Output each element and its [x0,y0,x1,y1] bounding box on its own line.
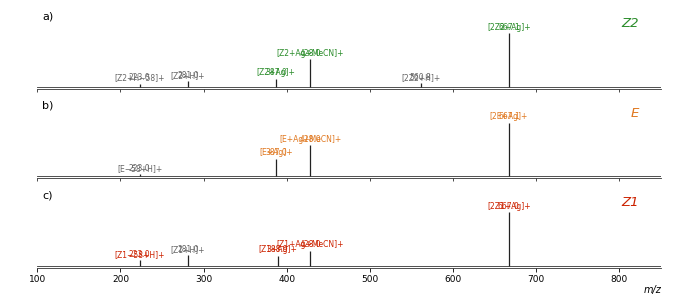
Text: [Z1−58+H]+: [Z1−58+H]+ [115,250,165,259]
Text: 667.1: 667.1 [498,12,520,32]
Text: 428.0: 428.0 [299,38,321,57]
Text: 223.0: 223.0 [129,240,151,259]
Text: [Z1+Ag]+: [Z1+Ag]+ [258,245,297,254]
Text: 387.0: 387.0 [265,58,287,77]
Text: [Z2+Ag]+: [Z2+Ag]+ [256,68,296,77]
Text: 281.0: 281.0 [177,234,199,254]
Text: E: E [631,107,639,119]
Text: c): c) [42,191,53,200]
Text: [Z2+Ag+MeCN]+: [Z2+Ag+MeCN]+ [277,48,344,57]
Text: Z1: Z1 [622,196,639,209]
Text: b): b) [42,101,54,111]
Text: [2Z1+Ag]+: [2Z1+Ag]+ [487,202,531,211]
Text: 223.0: 223.0 [129,63,151,82]
Text: 667.0: 667.0 [498,191,520,211]
Text: [E+Ag+MeCN]+: [E+Ag+MeCN]+ [279,135,341,144]
Text: 388.9: 388.9 [266,235,288,254]
Text: Z2: Z2 [622,17,639,30]
Text: 387.0: 387.0 [265,138,287,157]
Text: [2Z2+Ag]+: [2Z2+Ag]+ [487,23,531,32]
Text: [Z2+H]+: [Z2+H]+ [171,71,205,80]
Text: [2E+Ag]+: [2E+Ag]+ [490,112,528,121]
Text: [E+Ag]+: [E+Ag]+ [259,148,293,157]
Text: 428.0: 428.0 [299,230,321,250]
Text: 223.0: 223.0 [129,154,151,173]
Text: [Z2+H−58]+: [Z2+H−58]+ [115,73,165,82]
Text: 560.8: 560.8 [410,63,431,82]
Text: m/z: m/z [643,285,661,296]
Text: 428.0: 428.0 [299,124,321,144]
Text: [2Z2+H]+: [2Z2+H]+ [401,73,440,82]
Text: 281.0: 281.0 [177,61,199,80]
Text: [E−58+H]+: [E−58+H]+ [117,164,162,173]
Text: [Z1+H]+: [Z1+H]+ [171,245,205,254]
Text: 667.1: 667.1 [498,102,520,121]
Text: a): a) [42,11,54,21]
Text: [Z1+Ag+MeCN]+: [Z1+Ag+MeCN]+ [277,240,344,250]
